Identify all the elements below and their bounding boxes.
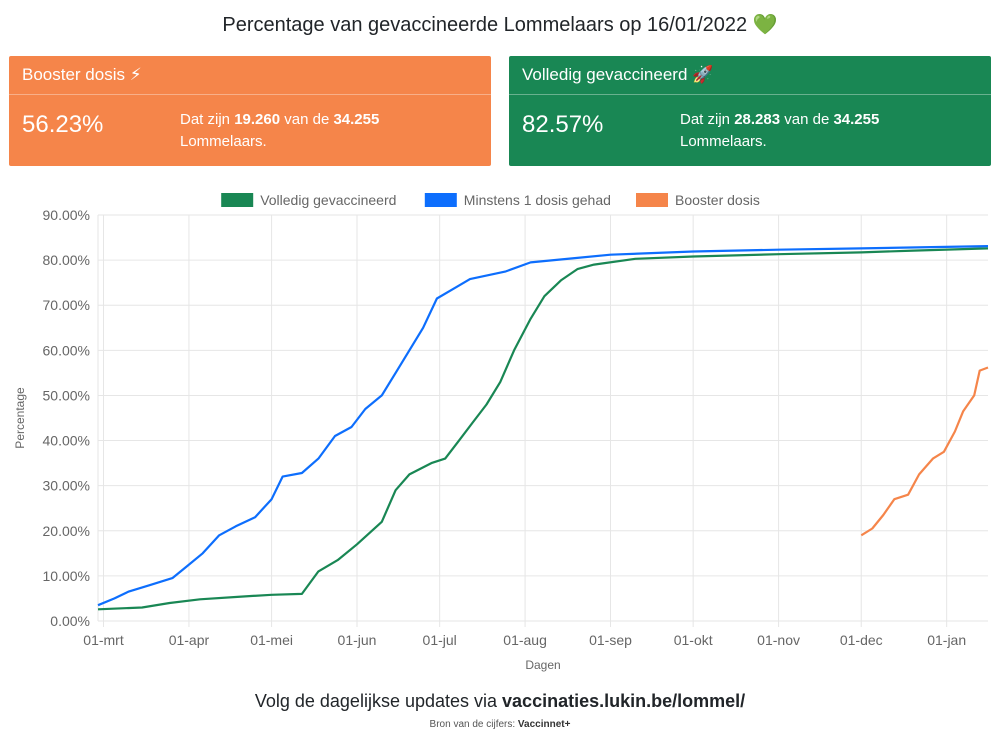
y-tick-label: 90.00%	[43, 207, 90, 223]
x-tick-label: 01-mei	[250, 632, 293, 648]
booster-percentage: 56.23%	[22, 111, 104, 138]
source-text: Bron van de cijfers: Vaccinnet+	[429, 719, 571, 730]
y-axis-label: Percentage	[13, 387, 27, 449]
x-tick-label: 01-aug	[503, 632, 547, 648]
x-tick-label: 01-dec	[840, 632, 883, 648]
legend-swatch-3	[636, 193, 668, 207]
series-line-1	[97, 247, 989, 611]
full-card-header: Volledig gevaccineerd 🚀	[509, 56, 991, 95]
series-line-3	[860, 366, 989, 537]
full-count: 28.283	[734, 111, 781, 128]
x-tick-label: 01-okt	[674, 632, 713, 648]
x-tick-label: 01-sep	[589, 632, 632, 648]
x-tick-label: 01-apr	[169, 632, 210, 648]
rocket-icon: 🚀	[692, 65, 714, 84]
y-tick-label: 70.00%	[43, 297, 90, 313]
full-card-title: Volledig gevaccineerd	[522, 65, 688, 84]
legend-label-3: Booster dosis	[675, 192, 760, 208]
booster-total: 34.255	[333, 111, 380, 128]
booster-description: Dat zijn 19.260 van de 34.255 Lommelaars.	[180, 111, 380, 150]
booster-count: 19.260	[234, 111, 281, 128]
series-line-2	[97, 245, 989, 607]
title-text: Percentage van gevaccineerde Lommelaars …	[222, 14, 748, 36]
source-name: Vaccinnet+	[517, 719, 571, 730]
y-tick-label: 60.00%	[43, 342, 90, 358]
full-vaccinated-card: Volledig gevaccineerd 🚀 82.57% Dat zijn …	[509, 56, 991, 166]
y-tick-label: 50.00%	[43, 387, 90, 403]
legend-label-2: Minstens 1 dosis gehad	[464, 192, 611, 208]
full-percentage: 82.57%	[522, 111, 604, 138]
legend-swatch-1	[221, 193, 254, 207]
full-total: 34.255	[833, 111, 880, 128]
y-tick-label: 30.00%	[43, 478, 90, 494]
heart-icon: 💚	[752, 14, 778, 36]
x-tick-label: 01-jan	[927, 632, 966, 648]
vaccination-line-chart: 0.00% 10.00% 20.00% 30.00% 40.00% 50.00% 60.00…	[13, 192, 989, 672]
booster-card-title: Booster dosis	[22, 65, 125, 84]
x-tick-label: 01-mrt	[83, 632, 124, 648]
y-tick-label: 10.00%	[43, 568, 90, 584]
y-tick-label: 80.00%	[43, 252, 90, 268]
x-tick-label: 01-nov	[757, 632, 800, 648]
updates-link[interactable]: vaccinaties.lukin.be/lommel/	[502, 691, 746, 711]
y-tick-label: 0.00%	[50, 613, 90, 629]
page-title: Percentage van gevaccineerde Lommelaars …	[0, 12, 1000, 37]
y-tick-label: 20.00%	[43, 523, 90, 539]
x-tick-label: 01-jul	[423, 632, 457, 648]
booster-card: Booster dosis ⚡ 56.23% Dat zijn 19.260 v…	[9, 56, 491, 166]
lightning-icon: ⚡	[129, 65, 142, 84]
x-tick-label: 01-jun	[338, 632, 377, 648]
y-tick-label: 40.00%	[43, 433, 90, 449]
footer-text: Volg de dagelijkse updates via vaccinati…	[254, 691, 746, 711]
legend-label-1: Volledig gevaccineerd	[260, 192, 396, 208]
booster-card-header: Booster dosis ⚡	[9, 56, 491, 95]
legend-swatch-2	[424, 193, 457, 207]
full-description: Dat zijn 28.283 van de 34.255 Lommelaars.	[680, 111, 880, 150]
x-axis-label: Dagen	[525, 658, 560, 672]
